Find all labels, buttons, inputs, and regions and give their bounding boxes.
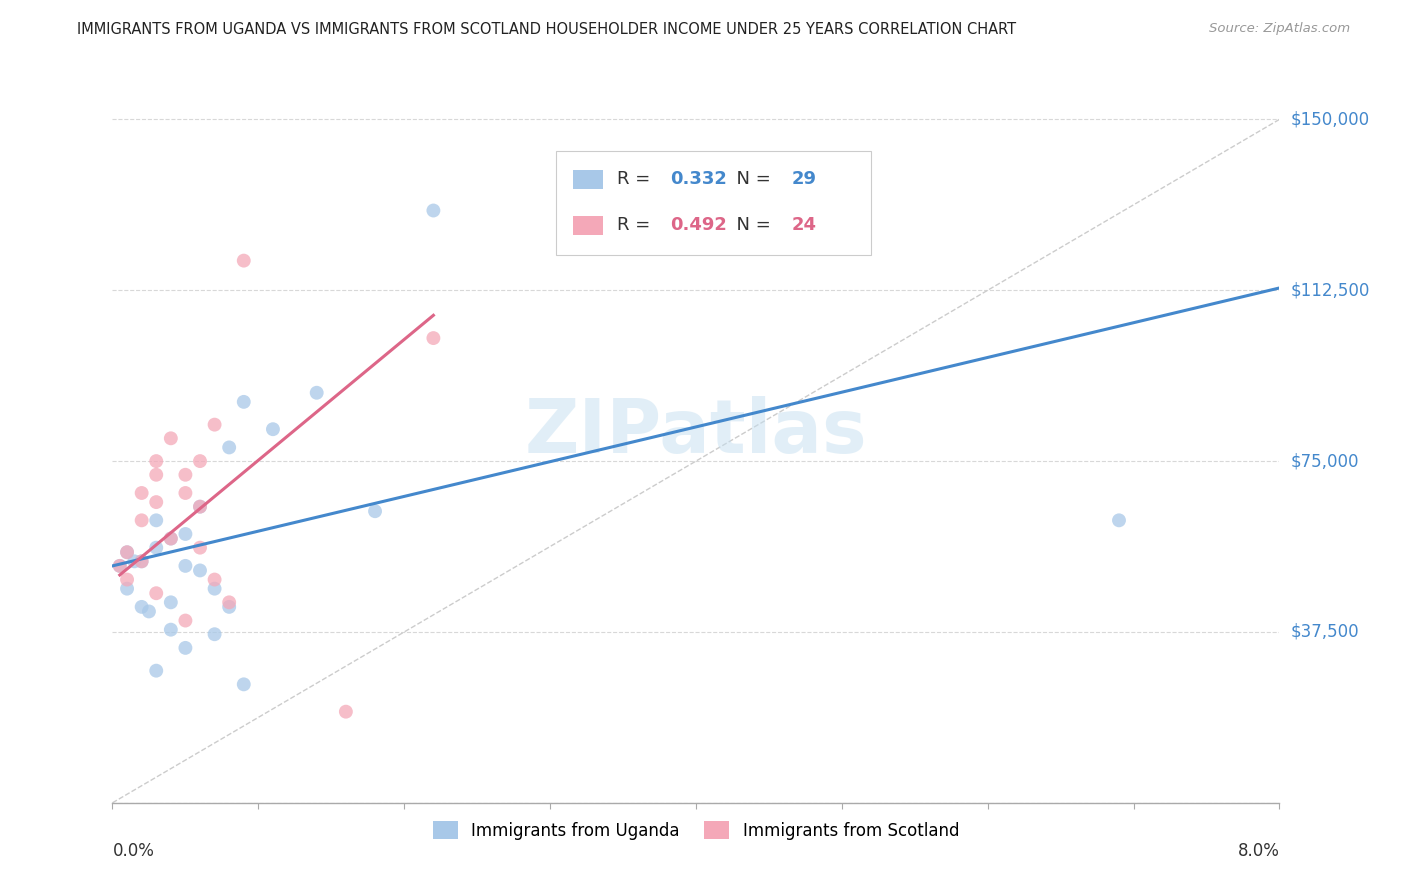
- Point: [232, 253, 254, 268]
- Point: [422, 203, 444, 218]
- Point: [115, 545, 138, 559]
- Point: [204, 627, 226, 641]
- Text: $37,500: $37,500: [1291, 623, 1360, 641]
- Point: [108, 558, 131, 573]
- Text: 8.0%: 8.0%: [1237, 842, 1279, 860]
- Point: [131, 599, 153, 614]
- Text: 0.0%: 0.0%: [112, 842, 155, 860]
- Point: [160, 532, 183, 546]
- Point: [218, 595, 240, 609]
- Point: [218, 599, 240, 614]
- Point: [188, 564, 211, 578]
- Text: Source: ZipAtlas.com: Source: ZipAtlas.com: [1209, 22, 1350, 36]
- Point: [160, 532, 183, 546]
- Point: [145, 467, 167, 482]
- Point: [188, 454, 211, 468]
- FancyBboxPatch shape: [555, 152, 872, 255]
- Text: 29: 29: [792, 170, 817, 188]
- Text: $75,000: $75,000: [1291, 452, 1360, 470]
- Point: [174, 614, 197, 628]
- Point: [174, 640, 197, 655]
- Point: [174, 558, 197, 573]
- Point: [364, 504, 387, 518]
- Point: [160, 595, 183, 609]
- Point: [188, 500, 211, 514]
- Legend: Immigrants from Uganda, Immigrants from Scotland: Immigrants from Uganda, Immigrants from …: [426, 814, 966, 847]
- Point: [232, 677, 254, 691]
- Point: [204, 573, 226, 587]
- Point: [305, 385, 328, 400]
- Text: R =: R =: [617, 170, 655, 188]
- FancyBboxPatch shape: [574, 170, 603, 189]
- Text: 24: 24: [792, 217, 817, 235]
- Point: [145, 541, 167, 555]
- Text: ZIPatlas: ZIPatlas: [524, 396, 868, 469]
- Point: [335, 705, 357, 719]
- Point: [131, 554, 153, 568]
- Point: [115, 582, 138, 596]
- Point: [204, 417, 226, 432]
- Text: 0.492: 0.492: [671, 217, 727, 235]
- Text: IMMIGRANTS FROM UGANDA VS IMMIGRANTS FROM SCOTLAND HOUSEHOLDER INCOME UNDER 25 Y: IMMIGRANTS FROM UGANDA VS IMMIGRANTS FRO…: [77, 22, 1017, 37]
- Point: [232, 395, 254, 409]
- Point: [145, 454, 167, 468]
- Point: [218, 441, 240, 455]
- Point: [108, 558, 131, 573]
- Point: [422, 331, 444, 345]
- Point: [115, 545, 138, 559]
- Point: [131, 554, 153, 568]
- Text: R =: R =: [617, 217, 655, 235]
- Point: [262, 422, 284, 436]
- Point: [174, 467, 197, 482]
- Point: [131, 486, 153, 500]
- Point: [145, 586, 167, 600]
- Text: $150,000: $150,000: [1291, 111, 1369, 128]
- Point: [204, 582, 226, 596]
- Point: [174, 527, 197, 541]
- Point: [138, 604, 160, 618]
- Point: [188, 541, 211, 555]
- Point: [124, 554, 146, 568]
- Point: [1108, 513, 1130, 527]
- Text: N =: N =: [725, 217, 776, 235]
- Point: [115, 573, 138, 587]
- Point: [174, 486, 197, 500]
- Point: [160, 431, 183, 445]
- Point: [160, 623, 183, 637]
- Point: [131, 513, 153, 527]
- Point: [188, 500, 211, 514]
- Point: [145, 495, 167, 509]
- FancyBboxPatch shape: [574, 216, 603, 235]
- Text: $112,500: $112,500: [1291, 281, 1369, 299]
- Text: 0.332: 0.332: [671, 170, 727, 188]
- Point: [145, 664, 167, 678]
- Text: N =: N =: [725, 170, 776, 188]
- Point: [145, 513, 167, 527]
